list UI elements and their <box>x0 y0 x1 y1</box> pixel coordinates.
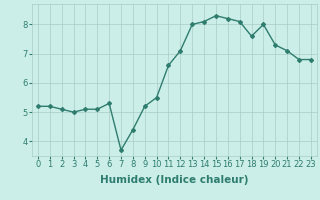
X-axis label: Humidex (Indice chaleur): Humidex (Indice chaleur) <box>100 175 249 185</box>
